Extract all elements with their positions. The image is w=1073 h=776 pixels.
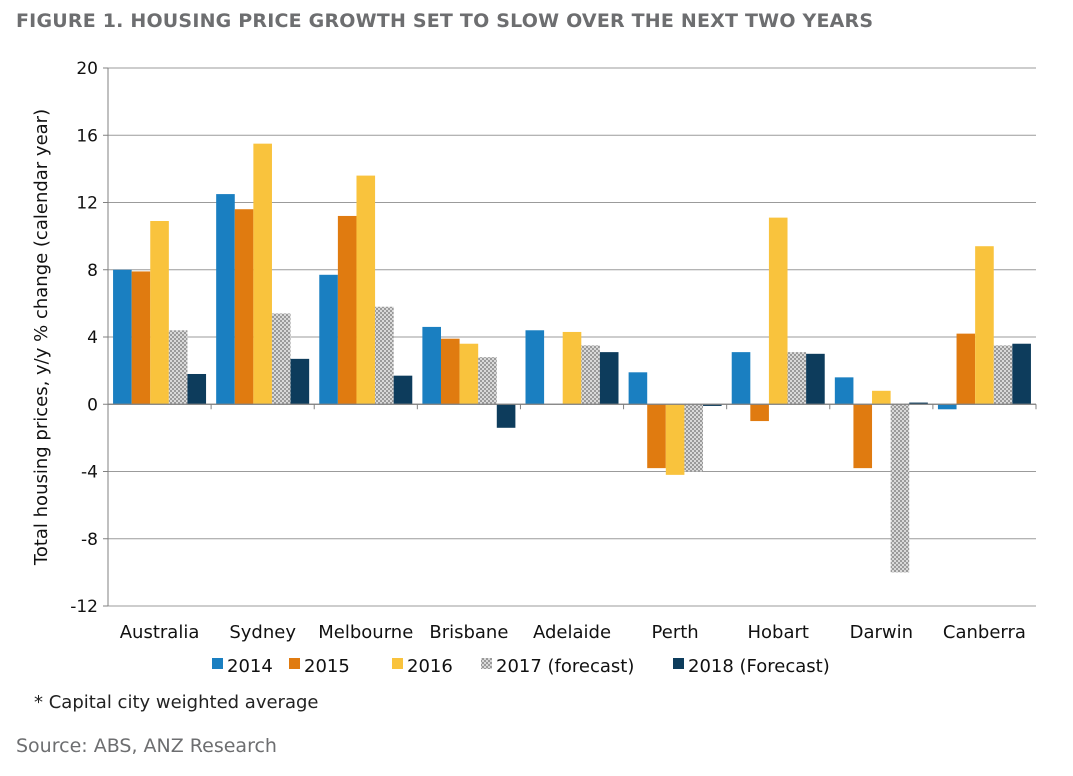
source-note: Source: ABS, ANZ Research	[16, 735, 277, 757]
x-category-label: Perth	[652, 622, 699, 643]
legend-label: 2017 (forecast)	[496, 656, 634, 677]
bar-darwin-2018	[909, 402, 928, 405]
bar-canberra-2018	[1012, 343, 1031, 405]
bar-brisbane-2017	[478, 357, 497, 405]
y-tick-label: -12	[70, 597, 98, 617]
bar-melbourne-2015	[337, 215, 357, 405]
legend-swatch	[289, 658, 300, 669]
bar-perth-2015	[647, 404, 666, 469]
bar-melbourne-2014	[319, 274, 338, 405]
bar-brisbane-2014	[422, 326, 441, 405]
bar-australia-2017	[168, 330, 188, 405]
legend: 2014 2015 2016 2017 (forecast) 2018 (Forecas…	[212, 656, 830, 677]
x-category-label: Hobart	[747, 622, 808, 643]
bar-perth-2017	[684, 404, 704, 472]
legend-swatch	[481, 658, 492, 669]
x-category-label: Adelaide	[533, 622, 611, 643]
legend-label: 2018 (Forecast)	[688, 656, 830, 677]
bar-darwin-2016	[872, 390, 891, 405]
bar-australia-2015	[131, 271, 151, 405]
bar-hobart-2017	[787, 352, 807, 405]
bar-perth-2018	[703, 404, 722, 406]
legend-swatch	[212, 658, 223, 669]
bar-adelaide-2018	[599, 352, 619, 405]
legend-swatch	[392, 658, 403, 669]
footnote: * Capital city weighted average	[34, 692, 319, 713]
bar-sydney-2018	[290, 358, 310, 405]
x-category-label: Australia	[120, 622, 200, 643]
x-category-label: Canberra	[943, 622, 1026, 643]
bar-darwin-2015	[853, 404, 873, 469]
bar-perth-2016	[665, 404, 685, 475]
bar-canberra-2017	[993, 345, 1013, 405]
bar-adelaide-2014	[525, 330, 545, 405]
chart-title: FIGURE 1. HOUSING PRICE GROWTH SET TO SL…	[16, 10, 874, 32]
axes: 20 16 12 8 4 0 -4 -8 -12 Australia Sydney Melbourne…	[70, 59, 1037, 643]
legend-label: 2015	[304, 656, 350, 677]
bar-hobart-2015	[750, 404, 769, 422]
bar-australia-2018	[187, 373, 207, 405]
y-tick-label: 20	[76, 59, 98, 79]
y-tick-label: 0	[87, 395, 98, 415]
x-category-label: Sydney	[229, 622, 296, 643]
bar-melbourne-2017	[375, 306, 394, 405]
bar-melbourne-2016	[356, 175, 376, 405]
y-tick-label: -4	[81, 463, 98, 483]
x-category-label: Brisbane	[429, 622, 508, 643]
y-tick-label: 12	[76, 194, 98, 214]
bar-sydney-2015	[234, 209, 254, 405]
bar-hobart-2014	[731, 352, 751, 405]
bar-brisbane-2016	[459, 343, 479, 405]
bars	[113, 143, 1031, 573]
bar-perth-2014	[628, 372, 648, 405]
x-category-label: Darwin	[850, 622, 913, 643]
bar-brisbane-2015	[440, 338, 460, 405]
bar-canberra-2014	[937, 404, 957, 410]
bar-darwin-2014	[834, 377, 854, 405]
legend-swatch	[673, 658, 684, 669]
bar-adelaide-2016	[562, 331, 582, 405]
bar-melbourne-2018	[393, 375, 413, 405]
y-tick-label: 16	[76, 126, 98, 146]
bar-sydney-2017	[271, 313, 291, 405]
bar-darwin-2017	[890, 404, 910, 573]
legend-label: 2016	[407, 656, 453, 677]
bar-canberra-2015	[956, 333, 976, 405]
y-axis-label: Total housing prices, y/y % change (cale…	[31, 109, 52, 566]
x-category-label: Melbourne	[318, 622, 413, 643]
y-tick-label: 8	[87, 261, 98, 281]
bar-hobart-2018	[806, 353, 825, 405]
legend-label: 2014	[227, 656, 273, 677]
bar-sydney-2014	[216, 194, 235, 405]
y-tick-label: -8	[81, 530, 98, 550]
bar-hobart-2016	[768, 217, 788, 405]
bar-adelaide-2017	[581, 345, 600, 405]
y-tick-label: 4	[87, 328, 98, 348]
bar-australia-2016	[150, 220, 169, 405]
bar-australia-2014	[113, 269, 132, 405]
bar-sydney-2016	[253, 143, 272, 405]
bar-brisbane-2018	[496, 404, 516, 428]
bar-canberra-2016	[975, 246, 994, 405]
